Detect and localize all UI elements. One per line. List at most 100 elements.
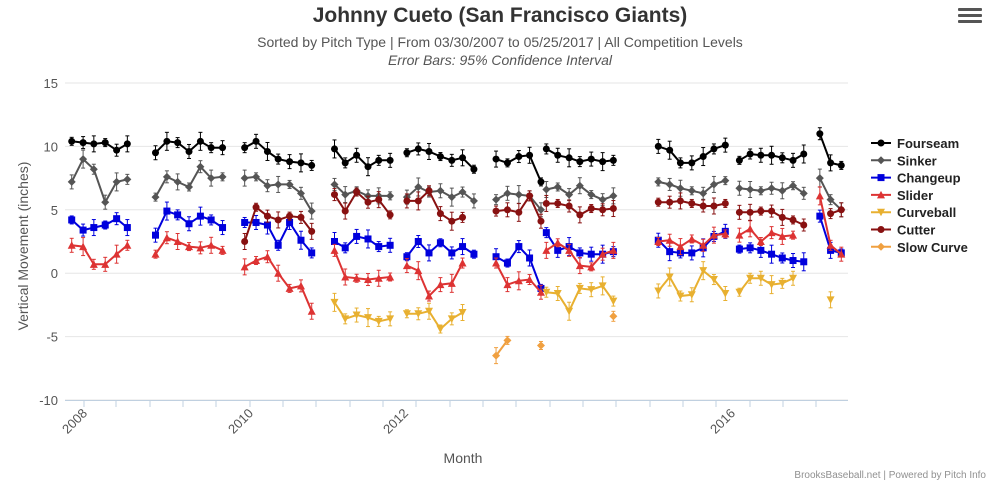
data-point-sinker [542, 186, 550, 194]
data-point-changeup [241, 219, 248, 226]
data-point-fourseam [588, 156, 595, 163]
data-point-fourseam [375, 157, 382, 164]
data-point-fourseam [816, 130, 823, 137]
data-point-fourseam [253, 138, 260, 145]
data-point-cutter [353, 189, 360, 196]
menu-bar [958, 20, 982, 23]
data-point-cutter [459, 214, 466, 221]
data-point-changeup [504, 260, 511, 267]
data-point-cutter [543, 200, 550, 207]
legend-marker [878, 174, 885, 181]
data-point-slider [459, 259, 467, 267]
data-point-fourseam [459, 154, 466, 161]
data-point-sinker [163, 173, 171, 181]
legend-item-sinker[interactable]: Sinker [871, 153, 937, 168]
y-tick-label: -5 [46, 330, 58, 345]
data-point-fourseam [655, 143, 662, 150]
y-axis-ticks: 151050-5-10 [39, 76, 58, 408]
data-point-sinker [599, 196, 607, 204]
data-point-sinker [386, 192, 394, 200]
data-point-changeup [113, 215, 120, 222]
data-point-changeup [576, 249, 583, 256]
data-point-cutter [576, 211, 583, 218]
data-point-fourseam [827, 159, 834, 166]
data-point-sinker [174, 178, 182, 186]
data-point-changeup [297, 237, 304, 244]
data-point-sinker [448, 193, 456, 201]
data-point-cutter [253, 204, 260, 211]
data-point-cutter [426, 187, 433, 194]
data-point-curveball [609, 298, 617, 306]
data-point-changeup [554, 247, 561, 254]
data-point-fourseam [208, 144, 215, 151]
plot-area [68, 128, 846, 364]
data-point-fourseam [768, 152, 775, 159]
data-point-curveball [459, 309, 467, 317]
legend-label: Curveball [897, 205, 956, 220]
data-point-cutter [241, 238, 248, 245]
data-point-sinker [515, 191, 523, 199]
credits[interactable]: BrooksBaseball.net | Powered by Pitch In… [794, 470, 986, 481]
data-point-fourseam [286, 158, 293, 165]
series-fourseam [68, 128, 845, 186]
data-point-cutter [403, 197, 410, 204]
chart-subtitle: Sorted by Pitch Type | From 03/30/2007 t… [257, 34, 743, 50]
data-point-cutter [757, 208, 764, 215]
legend-item-changeup[interactable]: Changeup [871, 171, 961, 186]
data-point-cutter [493, 208, 500, 215]
legend-item-fourseam[interactable]: Fourseam [871, 136, 959, 151]
data-point-changeup [768, 251, 775, 258]
legend-item-cutter[interactable]: Cutter [871, 223, 935, 238]
data-point-fourseam [308, 162, 315, 169]
chart-title: Johnny Cueto (San Francisco Giants) [313, 4, 688, 27]
legend-item-slow-curve[interactable]: Slow Curve [871, 240, 968, 255]
series-sinker [68, 150, 846, 219]
data-point-changeup [779, 254, 786, 261]
legend-item-slider[interactable]: Slider [871, 188, 933, 203]
data-point-cutter [297, 214, 304, 221]
data-point-fourseam [415, 145, 422, 152]
data-point-slider [163, 234, 171, 242]
data-point-fourseam [576, 158, 583, 165]
legend-label: Changeup [897, 171, 961, 186]
data-point-fourseam [566, 154, 573, 161]
data-point-fourseam [68, 138, 75, 145]
data-point-changeup [666, 248, 673, 255]
data-point-cutter [308, 228, 315, 235]
data-point-changeup [102, 222, 109, 229]
data-point-changeup [80, 227, 87, 234]
data-point-changeup [736, 246, 743, 253]
chart-subtitle-error-bars: Error Bars: 95% Confidence Interval [388, 52, 613, 68]
menu-bar [958, 14, 982, 17]
data-point-cutter [800, 222, 807, 229]
legend-item-curveball[interactable]: Curveball [871, 205, 956, 220]
data-point-sinker [274, 180, 282, 188]
data-point-cutter [331, 191, 338, 198]
data-point-sinker [609, 192, 617, 200]
data-point-fourseam [331, 145, 338, 152]
data-point-cutter [838, 206, 845, 213]
data-point-cutter [387, 211, 394, 218]
data-point-fourseam [537, 178, 544, 185]
data-point-cutter [437, 210, 444, 217]
data-point-cutter [537, 218, 544, 225]
data-point-fourseam [124, 140, 131, 147]
data-point-fourseam [610, 157, 617, 164]
data-point-fourseam [174, 139, 181, 146]
data-point-cutter [677, 197, 684, 204]
data-point-changeup [415, 238, 422, 245]
data-point-cutter [515, 209, 522, 216]
data-point-cutter [710, 202, 717, 209]
data-point-slider [735, 231, 743, 239]
x-tick-label: 2012 [380, 406, 411, 437]
hamburger-menu-icon[interactable] [958, 6, 982, 28]
data-point-cutter [790, 216, 797, 223]
data-point-fourseam [790, 157, 797, 164]
data-point-cutter [415, 197, 422, 204]
data-point-changeup [353, 233, 360, 240]
data-point-changeup [757, 247, 764, 254]
data-point-cutter [504, 206, 511, 213]
y-tick-label: 5 [51, 203, 58, 218]
data-point-fourseam [342, 159, 349, 166]
menu-bar [958, 8, 982, 11]
